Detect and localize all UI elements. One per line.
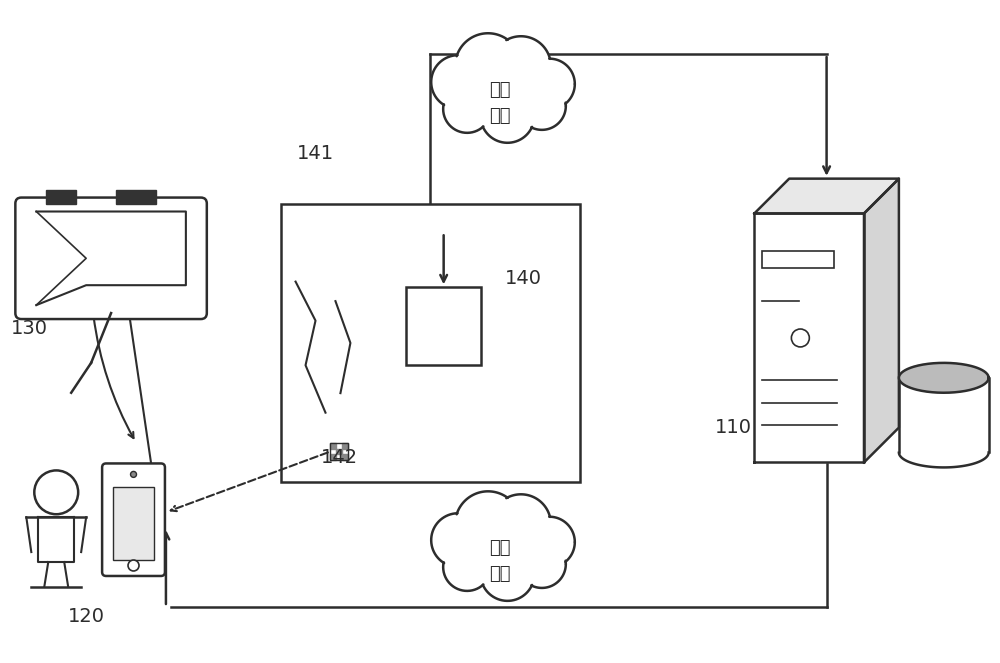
Circle shape	[443, 543, 491, 591]
Polygon shape	[899, 363, 989, 392]
Circle shape	[524, 58, 575, 109]
Text: 通信: 通信	[489, 81, 511, 99]
Polygon shape	[342, 442, 348, 448]
Text: 141: 141	[297, 145, 334, 163]
Circle shape	[431, 513, 485, 567]
Bar	[330, 442, 348, 461]
Polygon shape	[330, 454, 336, 461]
Circle shape	[518, 82, 566, 130]
Circle shape	[455, 491, 521, 557]
Text: 通信: 通信	[489, 539, 511, 557]
Circle shape	[443, 85, 491, 133]
Polygon shape	[754, 213, 864, 463]
Circle shape	[524, 516, 575, 568]
Polygon shape	[899, 438, 989, 467]
Text: 连接: 连接	[489, 107, 511, 125]
Polygon shape	[899, 378, 989, 452]
Polygon shape	[46, 190, 76, 204]
FancyBboxPatch shape	[102, 463, 165, 576]
Text: 120: 120	[68, 607, 105, 627]
Circle shape	[791, 329, 809, 347]
Bar	[281, 204, 580, 483]
Circle shape	[491, 495, 551, 554]
Polygon shape	[330, 442, 336, 448]
Circle shape	[518, 540, 566, 588]
Circle shape	[34, 471, 78, 514]
Polygon shape	[864, 178, 899, 463]
Polygon shape	[342, 454, 348, 461]
Text: 连接: 连接	[489, 565, 511, 583]
Bar	[406, 287, 481, 365]
Circle shape	[131, 471, 137, 477]
Text: 142: 142	[321, 448, 358, 467]
Polygon shape	[336, 448, 342, 454]
Circle shape	[481, 89, 534, 143]
FancyBboxPatch shape	[15, 198, 207, 319]
Circle shape	[128, 560, 139, 571]
Bar	[113, 487, 154, 560]
Circle shape	[431, 55, 485, 109]
Polygon shape	[116, 190, 156, 204]
Circle shape	[455, 33, 521, 99]
Text: 140: 140	[505, 269, 542, 288]
Text: 130: 130	[11, 318, 48, 337]
Polygon shape	[754, 178, 899, 213]
Bar	[762, 251, 834, 269]
Text: 110: 110	[714, 418, 751, 437]
Circle shape	[481, 547, 534, 601]
Circle shape	[491, 36, 551, 96]
